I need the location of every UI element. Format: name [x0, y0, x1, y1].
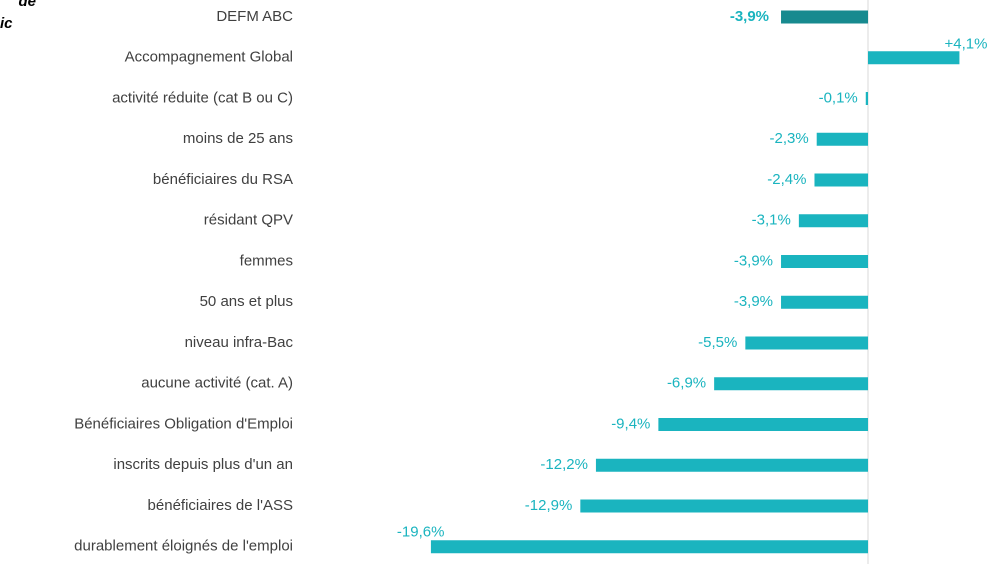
value-label: -12,9%: [525, 497, 573, 514]
category-label: activité réduite (cat B ou C): [112, 89, 293, 106]
category-label: niveau infra-Bac: [185, 334, 294, 351]
category-label: durablement éloignés de l'emploi: [74, 538, 293, 555]
bar: [430, 540, 868, 554]
value-label: -5,5%: [698, 334, 737, 351]
category-label: Bénéficiaires Obligation d'Emploi: [74, 415, 293, 432]
value-label: -6,9%: [667, 375, 706, 392]
value-label: -19,6%: [397, 524, 445, 541]
value-label: -12,2%: [540, 456, 588, 473]
value-label: -3,9%: [734, 252, 773, 269]
bar: [714, 377, 868, 391]
bar: [781, 255, 868, 268]
category-label: aucune activité (cat. A): [141, 375, 293, 392]
value-label: -9,4%: [611, 415, 650, 432]
value-label: -2,4%: [767, 171, 806, 188]
bar: [781, 295, 868, 309]
category-label: DEFM ABC: [216, 8, 293, 25]
annotation: ic: [0, 15, 13, 32]
bar: [658, 418, 868, 431]
annotation: de: [18, 0, 36, 10]
bar: [798, 214, 868, 228]
category-label: inscrits depuis plus d'un an: [113, 456, 293, 473]
bar: [816, 132, 868, 146]
value-label: -3,1%: [752, 212, 791, 229]
bar: [781, 10, 868, 24]
bar: [868, 51, 960, 65]
bar: [580, 499, 868, 513]
category-label: résidant QPV: [204, 212, 293, 229]
category-label: 50 ans et plus: [200, 293, 293, 310]
value-label: -0,1%: [819, 89, 858, 106]
category-label: Accompagnement Global: [125, 49, 293, 66]
category-label: bénéficiaires du RSA: [153, 171, 293, 188]
bar: [745, 336, 868, 350]
bar: [814, 173, 868, 187]
bar: [865, 92, 868, 105]
value-label: -2,3%: [770, 130, 809, 147]
category-label: moins de 25 ans: [183, 130, 293, 147]
value-label: +4,1%: [944, 36, 987, 53]
bar: [595, 458, 868, 472]
category-label: femmes: [240, 252, 293, 269]
value-label: -3,9%: [730, 8, 769, 25]
category-label: bénéficiaires de l'ASS: [148, 497, 293, 514]
value-label: -3,9%: [734, 293, 773, 310]
